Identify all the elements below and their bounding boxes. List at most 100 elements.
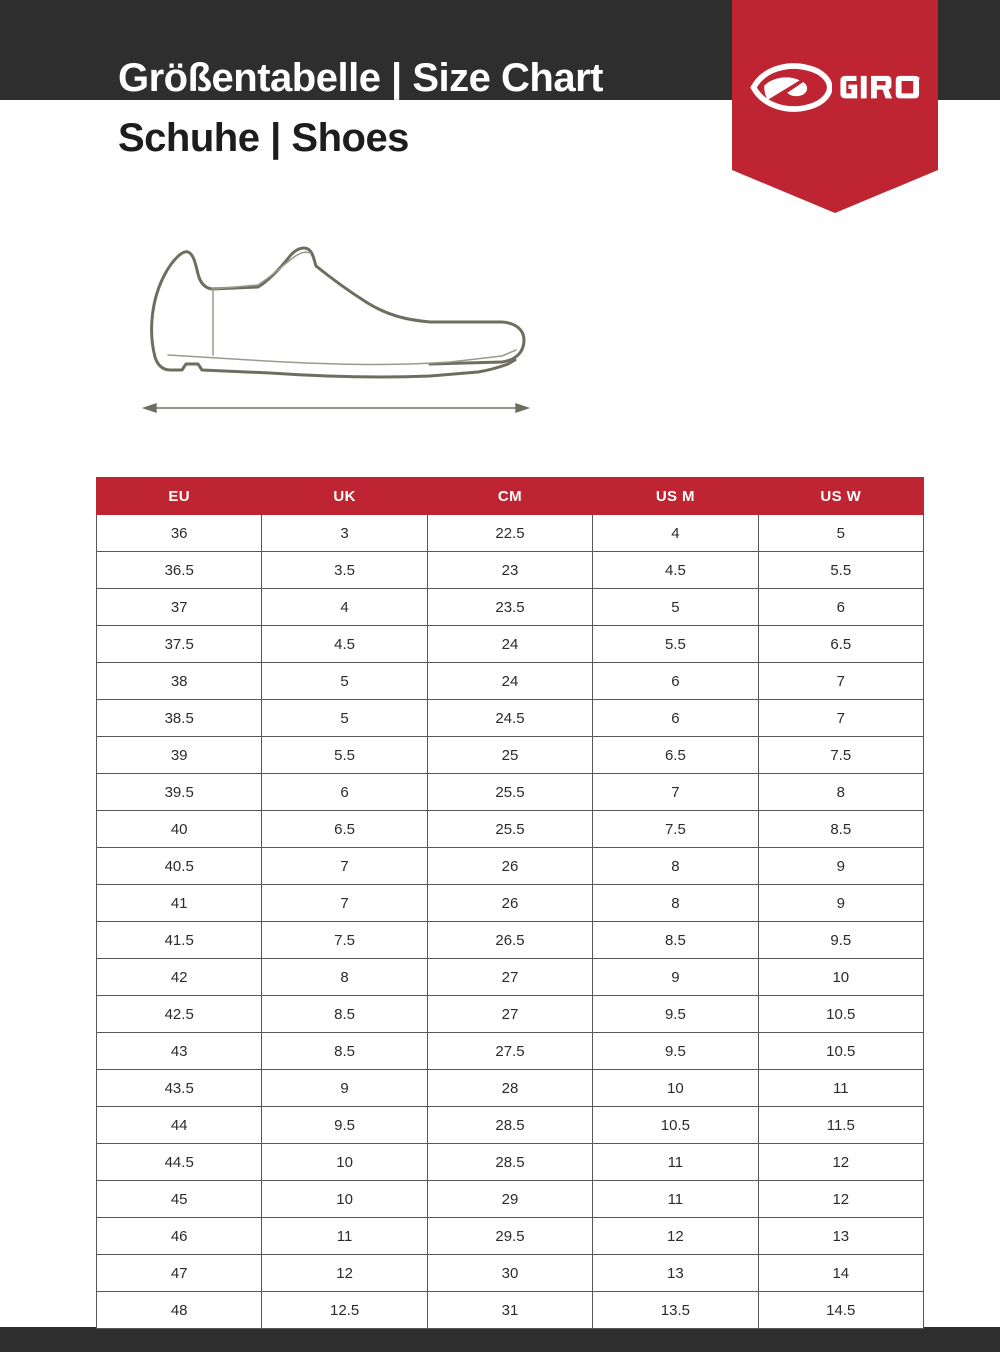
table-cell: 3	[261, 514, 428, 552]
table-cell: 47	[95, 1254, 263, 1292]
table-cell: 8	[592, 884, 759, 922]
footer-dark-band	[0, 1327, 1000, 1352]
giro-logo: ®	[750, 62, 920, 112]
column-header-eu: EU	[95, 477, 263, 515]
table-cell: 38	[95, 662, 263, 700]
table-cell: 10	[592, 1069, 759, 1107]
table-cell: 8	[261, 958, 428, 996]
table-cell: 10	[757, 958, 925, 996]
table-row: 38 5 24 6 7	[95, 662, 925, 700]
table-cell: 7	[757, 662, 925, 700]
table-row: 42 8 27 9 10	[95, 958, 925, 996]
table-cell: 11.5	[757, 1106, 925, 1144]
table-cell: 41.5	[95, 921, 263, 959]
table-cell: 10.5	[757, 995, 925, 1033]
table-cell: 12.5	[261, 1291, 428, 1329]
table-cell: 6.5	[757, 625, 925, 663]
table-cell: 6.5	[592, 736, 759, 774]
table-row: 37.5 4.5 24 5.5 6.5	[95, 625, 925, 663]
table-cell: 41	[95, 884, 263, 922]
table-row: 45 10 29 11 12	[95, 1180, 925, 1218]
table-cell: 26	[426, 847, 594, 885]
column-header-cm: CM	[426, 477, 594, 515]
table-cell: 11	[592, 1143, 759, 1181]
table-cell: 12	[592, 1217, 759, 1255]
table-cell: 4	[592, 514, 759, 552]
table-cell: 26	[426, 884, 594, 922]
table-cell: 12	[757, 1180, 925, 1218]
table-row: 39 5.5 25 6.5 7.5	[95, 736, 925, 774]
column-header-uk: UK	[261, 477, 428, 515]
table-cell: 46	[95, 1217, 263, 1255]
table-cell: 39.5	[95, 773, 263, 811]
table-cell: 9.5	[757, 921, 925, 959]
table-cell: 11	[261, 1217, 428, 1255]
table-cell: 42	[95, 958, 263, 996]
table-cell: 25.5	[426, 810, 594, 848]
table-cell: 4	[261, 588, 428, 626]
table-cell: 6	[261, 773, 428, 811]
table-cell: 26.5	[426, 921, 594, 959]
table-cell: 10.5	[757, 1032, 925, 1070]
table-row: 44.5 10 28.5 11 12	[95, 1143, 925, 1181]
table-cell: 44	[95, 1106, 263, 1144]
table-row: 43 8.5 27.5 9.5 10.5	[95, 1032, 925, 1070]
table-cell: 36.5	[95, 551, 263, 589]
table-cell: 5.5	[757, 551, 925, 589]
shoe-illustration	[130, 212, 550, 422]
table-cell: 10.5	[592, 1106, 759, 1144]
table-cell: 8	[592, 847, 759, 885]
table-cell: 6	[757, 588, 925, 626]
table-cell: 13	[592, 1254, 759, 1292]
size-chart-table: EU UK CM US M US W 36 3 22.5 4 5 36.5 3.5 23 4.5…	[95, 477, 925, 1329]
table-row: 44 9.5 28.5 10.5 11.5	[95, 1106, 925, 1144]
table-cell: 44.5	[95, 1143, 263, 1181]
table-row: 48 12.5 31 13.5 14.5	[95, 1291, 925, 1329]
page-title: Größentabelle | Size Chart	[118, 56, 603, 100]
table-cell: 45	[95, 1180, 263, 1218]
trademark-symbol: ®	[916, 76, 920, 81]
table-cell: 37.5	[95, 625, 263, 663]
table-row: 39.5 6 25.5 7 8	[95, 773, 925, 811]
table-cell: 11	[592, 1180, 759, 1218]
table-cell: 7	[757, 699, 925, 737]
table-cell: 22.5	[426, 514, 594, 552]
table-cell: 5	[261, 699, 428, 737]
table-cell: 6	[592, 699, 759, 737]
giro-eye-icon	[750, 62, 832, 112]
table-cell: 29.5	[426, 1217, 594, 1255]
table-row: 36 3 22.5 4 5	[95, 514, 925, 552]
table-cell: 36	[95, 514, 263, 552]
table-cell: 8.5	[261, 1032, 428, 1070]
table-cell: 5.5	[592, 625, 759, 663]
column-header-us-w: US W	[757, 477, 925, 515]
table-cell: 24.5	[426, 699, 594, 737]
table-row: 46 11 29.5 12 13	[95, 1217, 925, 1255]
table-cell: 5	[261, 662, 428, 700]
table-cell: 9	[757, 884, 925, 922]
title-block: Größentabelle | Size Chart	[118, 58, 603, 98]
table-cell: 5.5	[261, 736, 428, 774]
table-cell: 43.5	[95, 1069, 263, 1107]
table-cell: 28.5	[426, 1143, 594, 1181]
table-cell: 42.5	[95, 995, 263, 1033]
table-cell: 4.5	[261, 625, 428, 663]
table-cell: 9.5	[592, 1032, 759, 1070]
table-cell: 7	[261, 847, 428, 885]
table-cell: 23	[426, 551, 594, 589]
table-cell: 7	[592, 773, 759, 811]
table-cell: 13.5	[592, 1291, 759, 1329]
table-row: 36.5 3.5 23 4.5 5.5	[95, 551, 925, 589]
table-cell: 9	[757, 847, 925, 885]
table-cell: 30	[426, 1254, 594, 1292]
giro-brand-ribbon: ®	[732, 0, 938, 213]
table-cell: 3.5	[261, 551, 428, 589]
table-row: 37 4 23.5 5 6	[95, 588, 925, 626]
table-row: 41.5 7.5 26.5 8.5 9.5	[95, 921, 925, 959]
table-cell: 39	[95, 736, 263, 774]
table-cell: 23.5	[426, 588, 594, 626]
column-header-us-m: US M	[592, 477, 759, 515]
table-cell: 11	[757, 1069, 925, 1107]
table-cell: 6.5	[261, 810, 428, 848]
table-cell: 14.5	[757, 1291, 925, 1329]
